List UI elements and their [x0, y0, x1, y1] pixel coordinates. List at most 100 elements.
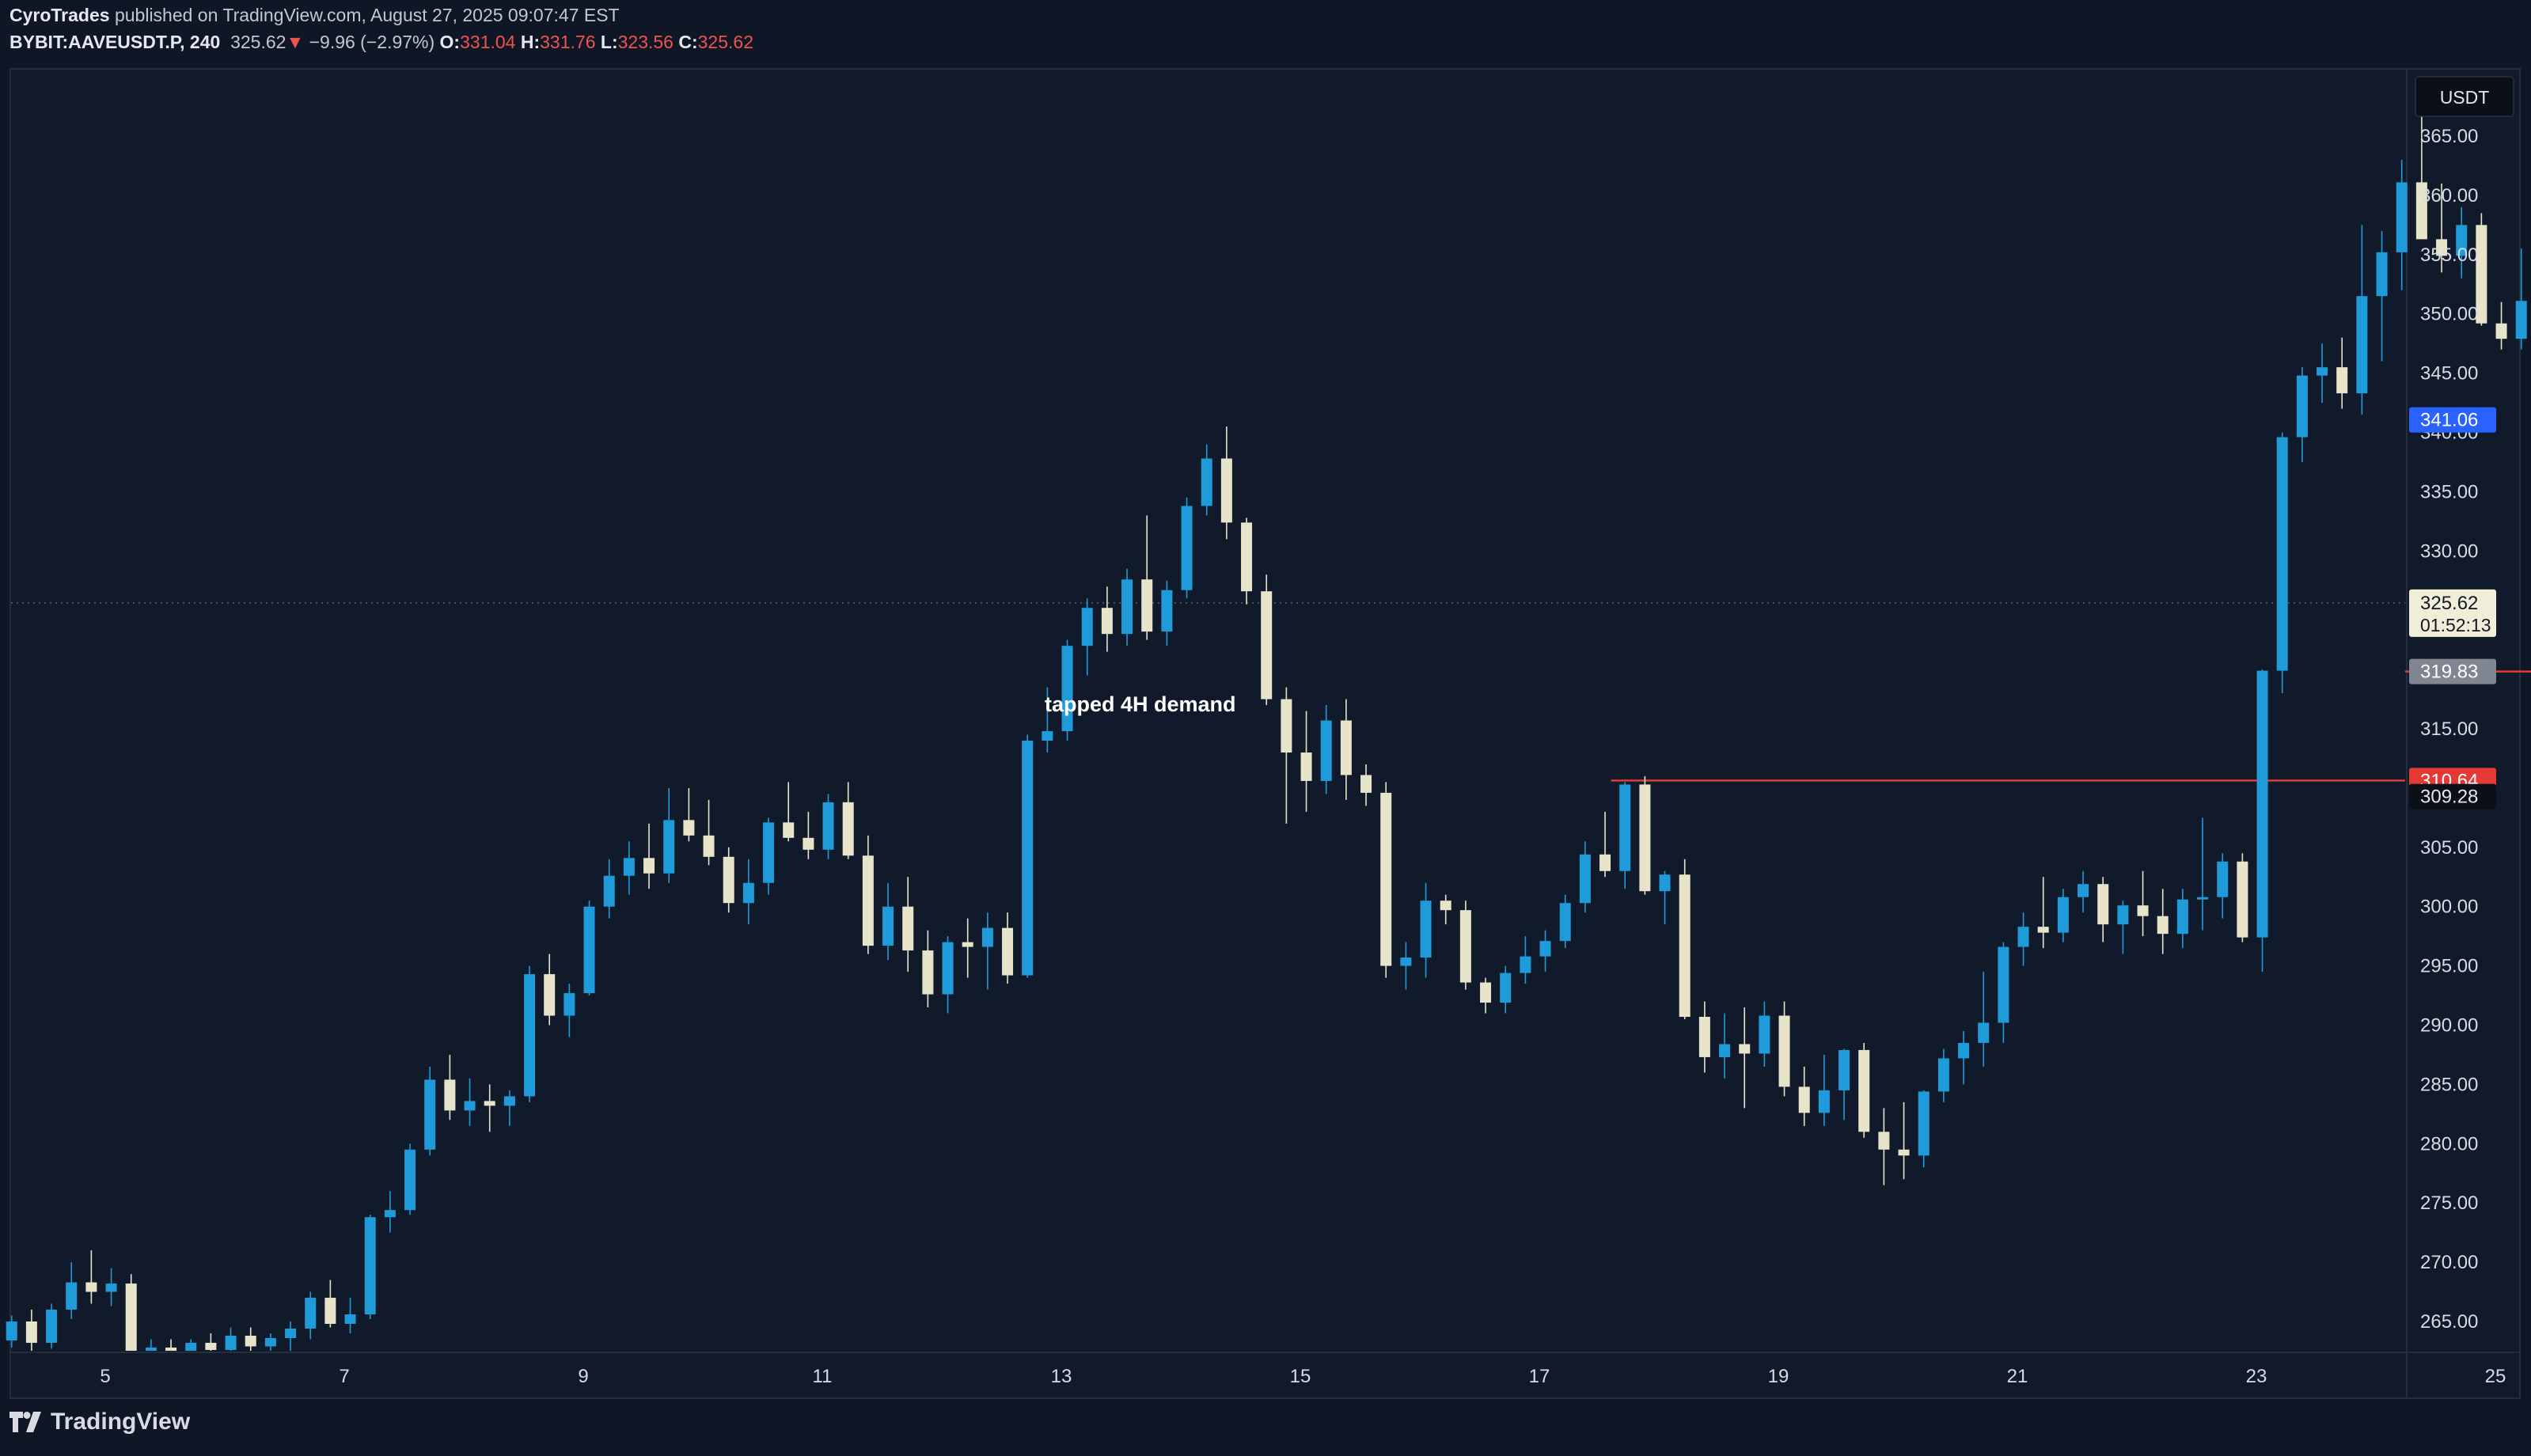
candle-body — [225, 1335, 237, 1350]
down-arrow-icon: ▼ — [286, 32, 305, 52]
candle-body — [1619, 784, 1631, 871]
candle-body — [2097, 884, 2109, 925]
candle — [902, 877, 914, 973]
candle — [2356, 225, 2368, 415]
candle — [2436, 183, 2448, 273]
tradingview-logo-icon — [9, 1412, 41, 1432]
candle-body — [6, 1321, 17, 1340]
candle-body — [1698, 1017, 1710, 1057]
candle — [46, 1303, 58, 1349]
candle-body — [1858, 1049, 1870, 1132]
candle — [1858, 1042, 1870, 1138]
candle — [444, 1054, 456, 1120]
open-label: O: — [439, 32, 461, 52]
candle — [245, 1327, 256, 1351]
candle — [1400, 942, 1412, 990]
candle-body — [305, 1298, 317, 1329]
candle — [2456, 207, 2468, 279]
candle — [2296, 367, 2308, 462]
candle-body — [902, 906, 914, 951]
candle-body — [1440, 901, 1451, 911]
price-label-text: 309.28 — [2420, 787, 2478, 808]
candle-body — [1719, 1044, 1731, 1057]
candle-body — [85, 1282, 97, 1292]
candle-body — [603, 875, 615, 907]
author-name[interactable]: CyroTrades — [9, 5, 110, 25]
candle-body — [1500, 973, 1512, 1003]
price-tick-label: 350.00 — [2420, 304, 2478, 325]
candle — [2415, 100, 2427, 240]
candle — [962, 918, 973, 978]
candle-body — [285, 1328, 297, 1338]
candle-body — [384, 1210, 396, 1218]
candle — [1698, 1001, 1710, 1073]
candle-body — [2396, 182, 2408, 252]
candle — [205, 1333, 217, 1351]
candle — [1340, 699, 1352, 800]
candle — [842, 782, 854, 859]
candle — [803, 811, 814, 859]
candle-body — [1320, 720, 1332, 781]
candle — [2137, 870, 2149, 937]
candle — [285, 1321, 297, 1351]
candle-body — [1300, 752, 1312, 781]
candle-body — [1002, 927, 1014, 976]
candle-body — [1400, 957, 1412, 966]
candle-body — [1520, 956, 1531, 973]
price-label-box — [2409, 407, 2496, 433]
candle — [603, 859, 615, 919]
candles-layer — [6, 100, 2527, 1351]
candle-body — [563, 993, 575, 1016]
candle-body — [583, 906, 595, 994]
candle-body — [703, 835, 715, 857]
candle-body — [1778, 1015, 1790, 1087]
candle — [1679, 859, 1690, 1020]
candle-body — [1918, 1091, 1930, 1156]
candle — [384, 1191, 396, 1233]
annotation-text: tapped 4H demand — [1045, 692, 1236, 716]
candle-body — [1281, 699, 1292, 753]
candle-body — [2356, 296, 2368, 394]
candle-body — [1141, 579, 1153, 632]
brand-name[interactable]: TradingView — [51, 1409, 191, 1435]
candle — [225, 1327, 237, 1351]
candle — [1878, 1108, 1890, 1185]
high-label: H: — [520, 32, 541, 52]
candle-body — [2495, 323, 2507, 339]
candle-body — [1539, 941, 1551, 957]
candle-body — [2256, 670, 2268, 938]
currency-button-label[interactable]: USDT — [2440, 87, 2490, 108]
candle — [1440, 894, 1451, 925]
candle — [484, 1084, 495, 1132]
candle-body — [2336, 367, 2348, 394]
high-value: 331.76 — [540, 32, 596, 52]
candle — [643, 823, 655, 889]
candle-body — [404, 1149, 416, 1211]
candle-body — [1559, 903, 1571, 942]
symbol-name[interactable]: BYBIT:AAVEUSDT.P, 240 — [9, 32, 221, 52]
candle — [663, 787, 675, 883]
candle — [2057, 889, 2069, 942]
candle-body — [643, 858, 655, 874]
candle — [2376, 230, 2388, 362]
candle-body — [524, 974, 536, 1097]
candle — [1220, 427, 1232, 540]
candle — [822, 794, 834, 859]
candle — [364, 1215, 376, 1320]
candle-body — [763, 822, 775, 883]
currency-button[interactable]: USDT — [2415, 76, 2514, 117]
candle-body — [2376, 252, 2388, 297]
price-tick-label: 335.00 — [2420, 481, 2478, 502]
candle — [1241, 518, 1253, 605]
candle — [1659, 870, 1671, 925]
candle — [85, 1250, 97, 1304]
candle — [1759, 1001, 1770, 1067]
candle — [324, 1280, 336, 1328]
candle-body — [1878, 1132, 1890, 1150]
candle — [1002, 912, 1014, 984]
chart-frame[interactable] — [9, 68, 2521, 1399]
candle — [683, 787, 695, 842]
